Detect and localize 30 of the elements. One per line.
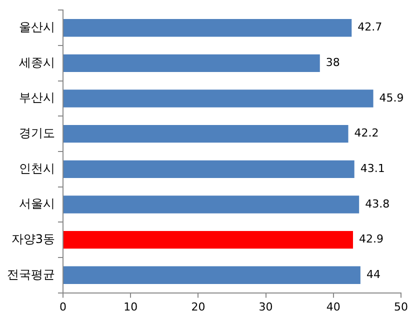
y-tick-label: 자양3동 <box>11 232 55 246</box>
y-tick-label: 울산시 <box>19 20 55 34</box>
data-label: 42.7 <box>358 20 382 34</box>
data-label: 42.9 <box>359 232 384 246</box>
bar <box>64 196 360 214</box>
y-tick-label: 부산시 <box>19 90 55 105</box>
bar <box>64 125 348 143</box>
data-label: 38 <box>326 56 340 70</box>
y-tick-label: 세종시 <box>19 55 55 70</box>
x-tick-label: 10 <box>124 300 138 314</box>
y-tick-label: 서울시 <box>19 196 55 211</box>
x-tick-label: 0 <box>60 300 66 314</box>
x-tick-label: 20 <box>191 300 206 314</box>
bar <box>64 19 352 37</box>
y-tick-label: 인천시 <box>19 161 55 176</box>
x-tick-label: 50 <box>394 300 408 314</box>
y-tick-label: 전국평균 <box>7 267 55 282</box>
bar <box>64 230 354 249</box>
data-label: 42.2 <box>354 126 379 140</box>
data-label: 43.8 <box>365 197 390 210</box>
y-tick-label: 경기도 <box>19 126 55 140</box>
data-label: 45.9 <box>379 91 404 104</box>
bar <box>64 160 354 178</box>
data-label: 43.1 <box>360 162 385 176</box>
bar <box>64 54 320 72</box>
bar <box>64 266 360 284</box>
bar <box>64 90 374 108</box>
x-tick-label: 40 <box>326 300 340 314</box>
x-tick-label: 30 <box>258 300 273 314</box>
data-label: 44 <box>366 268 380 281</box>
